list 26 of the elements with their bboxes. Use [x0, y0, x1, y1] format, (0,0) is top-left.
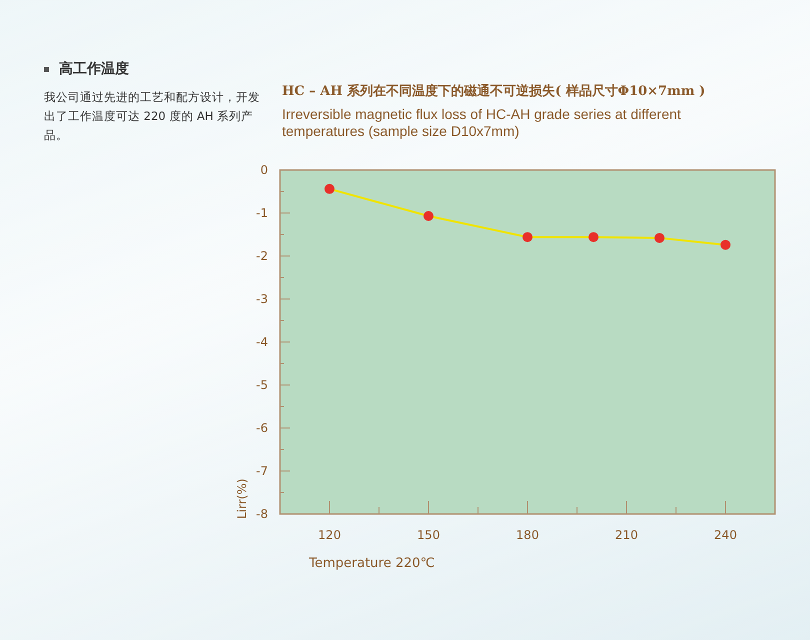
y-tick-label: 0	[260, 163, 268, 177]
point	[654, 232, 664, 243]
text: 我公司通过先进的工艺和配方设计，开发出了工作温度可达 220 度的 AH 系列产品。	[44, 89, 260, 144]
x-tick-label: 150	[417, 528, 440, 542]
chart-title: HC – AH 系列在不同温度下的磁通不可逆损失( 样品尺寸Φ10×7mm )	[282, 82, 706, 100]
x-tick-label: 240	[714, 528, 737, 542]
y-tick-label: -7	[256, 464, 268, 478]
point	[522, 232, 532, 242]
point	[588, 232, 598, 242]
point	[720, 240, 730, 250]
y-tick-label: -3	[256, 292, 268, 306]
y-tick-label: -1	[256, 206, 268, 220]
x-tick-label: 180	[516, 528, 539, 542]
point	[324, 184, 334, 194]
y-tick-label: -2	[256, 249, 268, 263]
chart-subtitle: Irreversible magnetic flux loss of HC-AH grade series at different temperatures (sample size D10x7mm)	[282, 106, 682, 140]
y-tick-label: -6	[256, 421, 268, 435]
x-axis-title: Temperature 220℃	[308, 556, 435, 571]
x-tick-label: 120	[318, 528, 341, 542]
y-axis-title: Lirr(%)	[235, 478, 249, 519]
y-tick-label: -4	[256, 335, 268, 349]
y-tick-label: -8	[256, 507, 268, 521]
y-tick-label: -5	[256, 378, 268, 392]
text: 高工作温度	[58, 60, 129, 78]
point	[424, 211, 434, 222]
x-tick-label: 210	[615, 528, 638, 542]
